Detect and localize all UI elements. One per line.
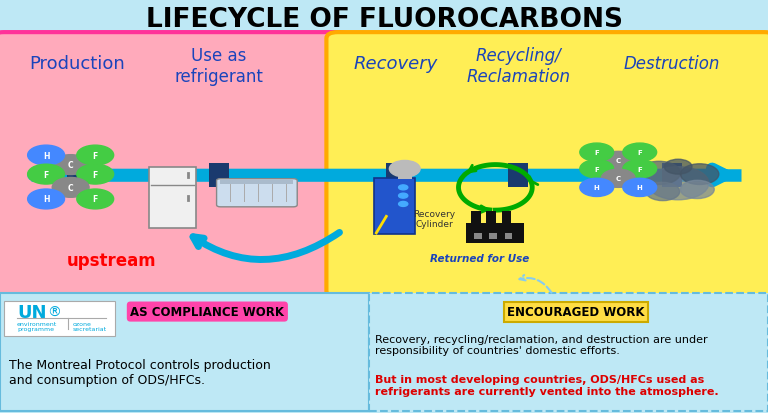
FancyBboxPatch shape (209, 164, 229, 187)
Text: F: F (637, 150, 642, 156)
Text: F: F (93, 151, 98, 160)
Text: environment: environment (17, 321, 57, 326)
FancyBboxPatch shape (0, 0, 768, 39)
Text: F: F (93, 170, 98, 179)
Text: F: F (93, 195, 98, 204)
FancyBboxPatch shape (326, 33, 768, 297)
Circle shape (77, 190, 114, 209)
Text: secretariat: secretariat (73, 326, 107, 331)
Circle shape (52, 155, 89, 175)
Text: programme: programme (17, 326, 54, 331)
Text: AS COMPLIANCE WORK: AS COMPLIANCE WORK (131, 305, 284, 318)
Text: But in most developing countries, ODS/HFCs used as
refrigerants are currently ve: But in most developing countries, ODS/HF… (375, 374, 718, 396)
FancyBboxPatch shape (0, 293, 369, 411)
Circle shape (28, 146, 65, 166)
Text: C: C (68, 161, 74, 170)
Circle shape (623, 160, 657, 178)
FancyBboxPatch shape (217, 179, 297, 207)
FancyArrowPatch shape (193, 233, 339, 260)
FancyBboxPatch shape (4, 301, 115, 337)
Circle shape (580, 160, 614, 178)
Text: Recovery, recycling/reclamation, and destruction are under
responsibility of cou: Recovery, recycling/reclamation, and des… (375, 334, 707, 356)
Text: F: F (594, 166, 599, 172)
FancyBboxPatch shape (0, 33, 349, 297)
FancyBboxPatch shape (67, 164, 87, 187)
Text: H: H (637, 185, 643, 191)
FancyBboxPatch shape (374, 178, 415, 235)
Circle shape (399, 202, 408, 207)
FancyBboxPatch shape (662, 164, 682, 187)
FancyBboxPatch shape (466, 223, 524, 244)
FancyBboxPatch shape (508, 164, 528, 187)
Circle shape (399, 194, 408, 199)
Circle shape (637, 162, 680, 185)
FancyBboxPatch shape (369, 293, 768, 411)
Text: C: C (68, 183, 74, 192)
Circle shape (680, 181, 714, 199)
FancyBboxPatch shape (220, 180, 293, 185)
Text: Destruction: Destruction (624, 55, 720, 73)
Text: F: F (637, 166, 642, 172)
Circle shape (601, 170, 635, 188)
Circle shape (52, 178, 89, 198)
Circle shape (580, 144, 614, 162)
Circle shape (77, 146, 114, 166)
Text: ENCOURAGED WORK: ENCOURAGED WORK (507, 305, 645, 318)
Circle shape (680, 164, 719, 185)
FancyBboxPatch shape (149, 168, 196, 228)
FancyBboxPatch shape (486, 211, 496, 223)
Circle shape (623, 179, 657, 197)
Circle shape (77, 165, 114, 185)
Text: The Montreal Protocol controls production
and consumption of ODS/HFCs.: The Montreal Protocol controls productio… (9, 358, 271, 386)
Circle shape (580, 179, 614, 197)
FancyBboxPatch shape (502, 211, 511, 223)
FancyBboxPatch shape (505, 233, 512, 240)
Text: Use as
refrigerant: Use as refrigerant (174, 47, 263, 85)
FancyBboxPatch shape (474, 233, 482, 240)
Text: F: F (44, 170, 48, 179)
Circle shape (623, 144, 657, 162)
Text: Recovery: Recovery (353, 55, 438, 73)
Text: H: H (43, 151, 49, 160)
FancyBboxPatch shape (471, 211, 481, 223)
Circle shape (399, 185, 408, 190)
Text: C: C (616, 176, 621, 182)
Text: H: H (594, 185, 600, 191)
Text: Production: Production (29, 55, 124, 73)
Text: ozone: ozone (73, 321, 92, 326)
Circle shape (646, 183, 680, 201)
Text: LIFECYCLE OF FLUOROCARBONS: LIFECYCLE OF FLUOROCARBONS (145, 7, 623, 33)
Text: UN: UN (17, 303, 46, 321)
Text: F: F (594, 150, 599, 156)
Circle shape (601, 152, 635, 170)
Text: C: C (616, 158, 621, 164)
Circle shape (664, 160, 692, 175)
Circle shape (28, 165, 65, 185)
Text: Recycling/
Reclamation: Recycling/ Reclamation (466, 47, 571, 85)
Text: ®: ® (48, 305, 61, 319)
FancyBboxPatch shape (398, 169, 412, 180)
FancyBboxPatch shape (489, 233, 497, 240)
Text: upstream: upstream (67, 251, 156, 269)
Circle shape (389, 161, 420, 178)
Text: H: H (43, 195, 49, 204)
FancyBboxPatch shape (386, 164, 406, 187)
Circle shape (647, 167, 709, 200)
FancyArrowPatch shape (519, 275, 551, 293)
Text: Recovery
Cylinder: Recovery Cylinder (413, 209, 455, 228)
Circle shape (28, 190, 65, 209)
Text: Returned for Use: Returned for Use (430, 253, 530, 263)
